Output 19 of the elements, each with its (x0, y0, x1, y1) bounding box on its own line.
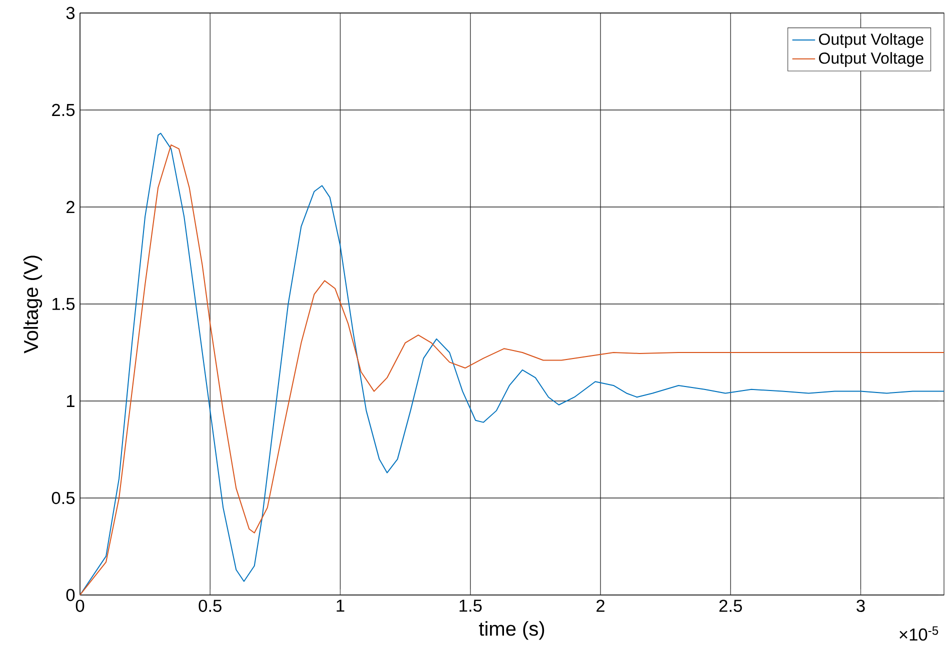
y-tick-label: 2.5 (52, 104, 75, 116)
text: ×10$^{-5}$ (900, 626, 938, 641)
x-tick-label: 0 (76, 600, 84, 612)
y-tick-label: 0 (66, 588, 75, 602)
y-tick-label: 0.5 (52, 492, 75, 504)
y-axis-title: Voltage (V) (23, 256, 42, 354)
legend-label: Output Voltage (819, 33, 924, 48)
y-tick-label: 1.5 (52, 298, 75, 310)
x-tick-label: 2 (596, 600, 604, 612)
y-tick-label: 3 (66, 6, 75, 20)
y-tick-label: 2 (66, 200, 74, 214)
x-tick-label: 1 (336, 600, 344, 612)
x-tick-label: 1.5 (460, 600, 482, 612)
x-tick-label: 2.5 (719, 600, 742, 612)
legend-label: Output Voltage (819, 52, 924, 67)
x-tick-label: 3 (856, 600, 865, 612)
x-axis-title: time (s) (478, 621, 544, 640)
y-tick-label: 1 (66, 395, 74, 407)
x-tick-label: 0.5 (198, 600, 222, 612)
